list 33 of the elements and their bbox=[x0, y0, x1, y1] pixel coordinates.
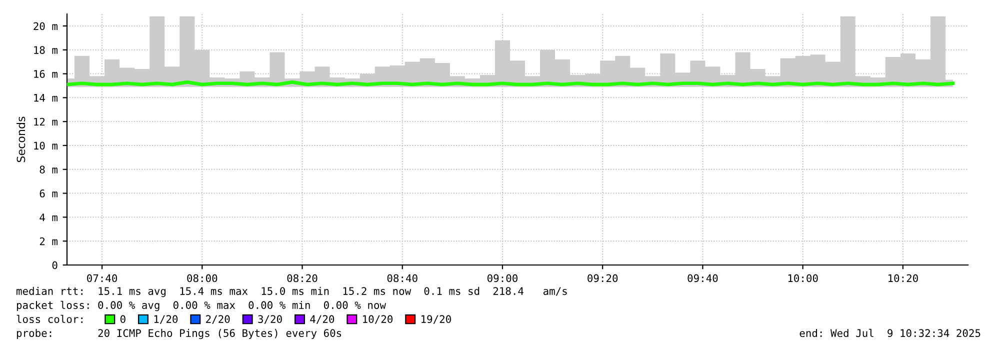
legend-label: 10/20 bbox=[363, 315, 392, 324]
y-tick-label: 2 m bbox=[40, 237, 58, 246]
x-tick-label: 08:00 bbox=[187, 274, 218, 282]
text: median rtt: 15.1 ms avg 15.4 ms max 15.0 ms min 15.2 ms now 0.1 ms sd 218.4 am/s bbox=[16, 286, 567, 298]
y-tick-label: 4 m bbox=[40, 214, 58, 222]
y-tick-label: 14 m bbox=[34, 94, 58, 102]
text: end: Wed Jul 9 10:32:34 2025 bbox=[800, 328, 980, 338]
x-tick-label: 08:20 bbox=[287, 274, 318, 282]
y-tick-label: 6 m bbox=[40, 190, 58, 198]
y-tick-label: 10 m bbox=[34, 142, 58, 150]
y-tick-label: 8 m bbox=[40, 166, 58, 174]
x-tick-label: 08:40 bbox=[387, 274, 418, 282]
y-axis-title: Seconds bbox=[16, 116, 26, 162]
x-tick-label: 09:00 bbox=[487, 274, 518, 282]
y-tick-label: 0 bbox=[52, 261, 58, 270]
legend-title: loss color: bbox=[16, 314, 82, 324]
y-tick-label: 16 m bbox=[34, 70, 58, 78]
text: packet loss: 0.00 % avg 0.00 % max 0.00 % min 0.00 % now bbox=[16, 300, 386, 312]
y-tick-label: 12 m bbox=[34, 118, 58, 126]
legend-label: 1/20 bbox=[154, 315, 178, 324]
text: probe: 20 ICMP Echo Pings (56 Bytes) every 60s bbox=[16, 328, 342, 340]
x-tick-label: 09:20 bbox=[588, 274, 618, 282]
x-tick-label: 10:00 bbox=[788, 274, 818, 282]
x-tick-label: 10:20 bbox=[888, 274, 918, 282]
x-tick-label: 07:40 bbox=[87, 274, 118, 282]
legend-label: 0 bbox=[120, 315, 126, 324]
y-tick-label: 20 m bbox=[34, 22, 58, 30]
y-tick-label: 18 m bbox=[34, 46, 58, 54]
legend-label: 3/20 bbox=[258, 315, 282, 324]
x-tick-label: 09:40 bbox=[688, 274, 718, 282]
legend-label: 2/20 bbox=[206, 315, 230, 324]
legend-label: 19/20 bbox=[422, 315, 451, 324]
legend-label: 4/20 bbox=[310, 315, 334, 324]
